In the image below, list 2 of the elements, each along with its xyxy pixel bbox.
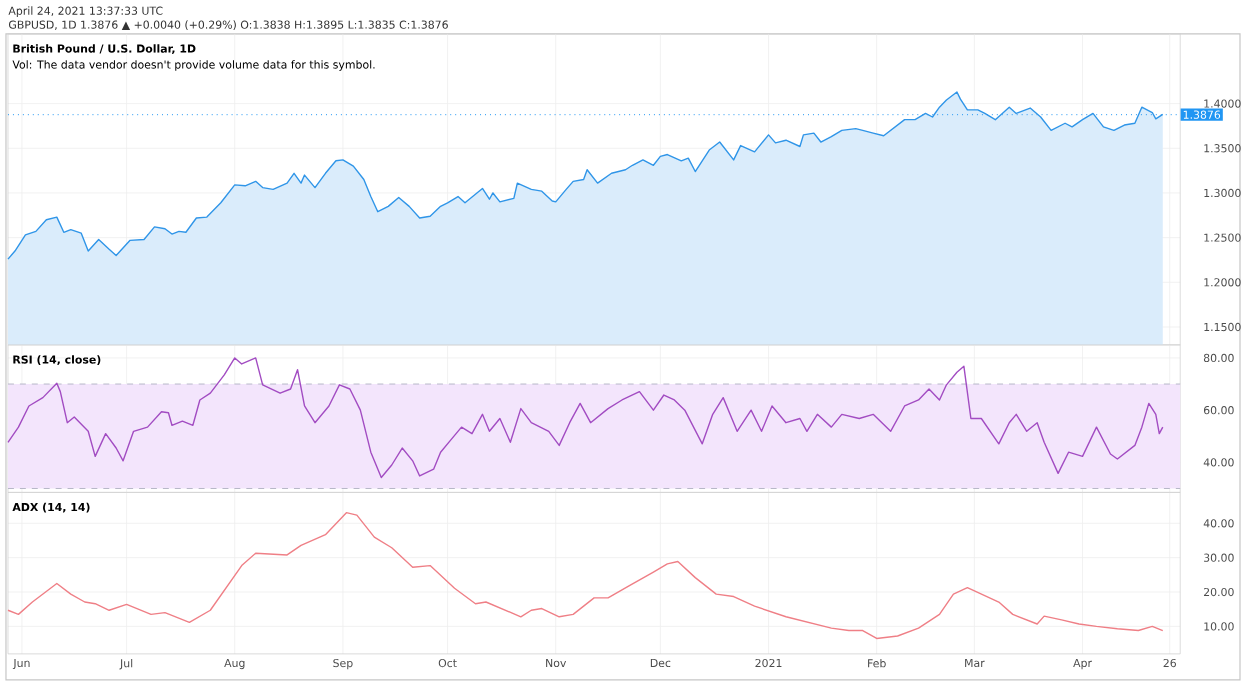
line-series <box>7 512 1164 640</box>
line-series <box>7 357 1164 479</box>
